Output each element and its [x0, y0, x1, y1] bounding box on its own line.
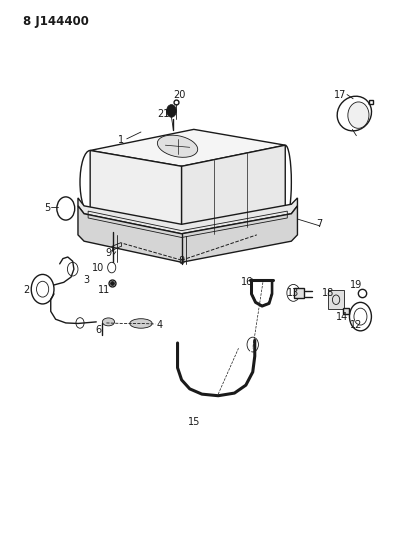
Text: 18: 18	[322, 288, 334, 298]
Text: 21: 21	[157, 109, 169, 118]
Text: 7: 7	[317, 219, 323, 229]
Text: 10: 10	[92, 263, 104, 272]
Polygon shape	[78, 198, 297, 234]
Polygon shape	[78, 206, 297, 262]
Text: 15: 15	[187, 417, 200, 427]
Text: 17: 17	[334, 90, 346, 100]
Text: 9: 9	[105, 248, 112, 259]
Text: 3: 3	[83, 274, 89, 285]
Polygon shape	[90, 150, 182, 245]
Text: 13: 13	[287, 288, 300, 298]
Text: 8 J144400: 8 J144400	[23, 15, 89, 28]
Text: 8: 8	[178, 256, 185, 266]
Text: 1: 1	[117, 135, 124, 145]
Text: 12: 12	[350, 319, 363, 329]
Text: 2: 2	[23, 285, 30, 295]
Ellipse shape	[102, 318, 115, 326]
Polygon shape	[90, 130, 285, 166]
Polygon shape	[182, 145, 285, 240]
Text: 16: 16	[241, 277, 253, 287]
Text: 19: 19	[350, 280, 363, 290]
Polygon shape	[328, 290, 344, 309]
Text: 5: 5	[44, 204, 51, 214]
Circle shape	[166, 104, 176, 117]
Text: 4: 4	[156, 319, 162, 329]
Text: 14: 14	[336, 312, 348, 321]
Ellipse shape	[130, 319, 152, 328]
Text: 6: 6	[95, 325, 101, 335]
Ellipse shape	[348, 102, 369, 128]
Ellipse shape	[157, 135, 198, 157]
Text: 11: 11	[98, 285, 110, 295]
Text: 20: 20	[173, 90, 186, 100]
